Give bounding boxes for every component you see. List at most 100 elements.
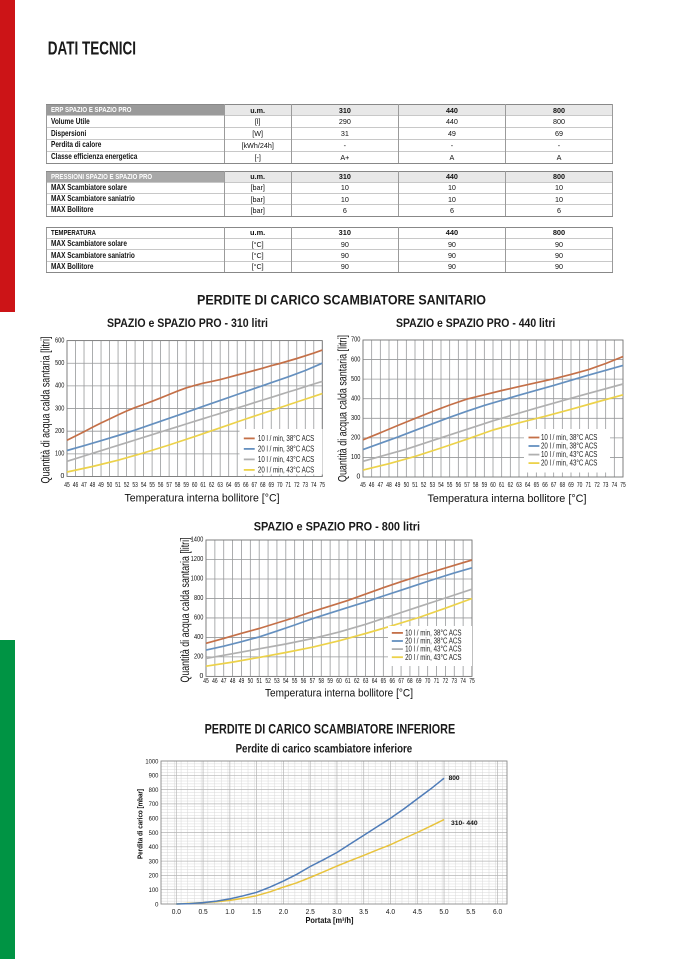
svg-text:57: 57: [310, 676, 316, 685]
svg-text:52: 52: [421, 480, 427, 489]
svg-text:73: 73: [452, 676, 458, 685]
svg-text:47: 47: [81, 480, 87, 489]
svg-text:64: 64: [226, 480, 232, 489]
svg-text:2.0: 2.0: [279, 907, 288, 916]
svg-text:67: 67: [398, 676, 404, 685]
svg-text:800: 800: [194, 595, 204, 602]
svg-text:75: 75: [469, 676, 475, 685]
svg-text:Quantità di acqua calda santar: Quantità di acqua calda santaria [litri]: [335, 335, 349, 482]
svg-text:3.0: 3.0: [332, 907, 341, 916]
svg-text:73: 73: [303, 480, 309, 489]
svg-text:52: 52: [265, 676, 271, 685]
svg-text:20 l / min, 38°C ACS: 20 l / min, 38°C ACS: [541, 442, 597, 451]
svg-text:10 l / min, 43°C ACS: 10 l / min, 43°C ACS: [405, 645, 461, 654]
svg-text:67: 67: [551, 480, 557, 489]
svg-text:4.5: 4.5: [413, 907, 422, 916]
svg-text:52: 52: [124, 480, 130, 489]
svg-text:47: 47: [378, 480, 384, 489]
svg-text:200: 200: [194, 654, 204, 661]
svg-text:48: 48: [230, 676, 236, 685]
svg-text:200: 200: [149, 873, 159, 880]
svg-text:1200: 1200: [191, 556, 204, 563]
svg-text:63: 63: [217, 480, 223, 489]
svg-text:SPAZIO e SPAZIO PRO - 310 litr: SPAZIO e SPAZIO PRO - 310 litri: [107, 316, 268, 330]
svg-text:60: 60: [336, 676, 342, 685]
svg-text:46: 46: [73, 480, 79, 489]
svg-text:Perdita di carico [mbar]: Perdita di carico [mbar]: [136, 789, 145, 859]
svg-text:62: 62: [354, 676, 360, 685]
svg-text:58: 58: [319, 676, 325, 685]
svg-text:61: 61: [499, 480, 505, 489]
svg-text:1.0: 1.0: [225, 907, 234, 916]
svg-text:71: 71: [434, 676, 440, 685]
svg-text:48: 48: [386, 480, 392, 489]
svg-text:1000: 1000: [145, 758, 159, 765]
svg-text:500: 500: [55, 360, 65, 367]
svg-text:3.5: 3.5: [359, 907, 368, 916]
svg-text:68: 68: [560, 480, 566, 489]
svg-text:400: 400: [55, 383, 65, 390]
svg-text:55: 55: [149, 480, 155, 489]
svg-text:65: 65: [234, 480, 240, 489]
svg-text:56: 56: [456, 480, 462, 489]
svg-text:73: 73: [603, 480, 609, 489]
svg-text:63: 63: [363, 676, 369, 685]
svg-text:600: 600: [351, 356, 361, 363]
svg-text:300: 300: [351, 415, 361, 422]
svg-text:69: 69: [268, 480, 274, 489]
svg-text:10 l / min, 38°C ACS: 10 l / min, 38°C ACS: [258, 434, 314, 443]
svg-text:72: 72: [294, 480, 300, 489]
svg-text:51: 51: [115, 480, 121, 489]
svg-text:70: 70: [577, 480, 583, 489]
svg-text:1400: 1400: [191, 537, 204, 544]
svg-text:4.0: 4.0: [386, 907, 395, 916]
svg-text:66: 66: [542, 480, 548, 489]
svg-text:54: 54: [141, 480, 147, 489]
svg-text:61: 61: [345, 676, 351, 685]
svg-text:45: 45: [203, 676, 209, 685]
svg-text:46: 46: [369, 480, 375, 489]
svg-text:74: 74: [311, 480, 317, 489]
svg-text:Quantità di acqua calda santar: Quantità di acqua calda santaria [litri]: [178, 538, 192, 683]
svg-text:49: 49: [239, 676, 245, 685]
svg-text:1000: 1000: [191, 576, 204, 583]
svg-text:66: 66: [389, 676, 395, 685]
svg-text:68: 68: [407, 676, 413, 685]
svg-text:PERDITE DI CARICO SCAMBIATORE: PERDITE DI CARICO SCAMBIATORE INFERIORE: [205, 722, 456, 737]
svg-text:55: 55: [447, 480, 453, 489]
svg-text:Temperatura interna bollitore: Temperatura interna bollitore [°C]: [125, 493, 280, 505]
svg-text:51: 51: [256, 676, 262, 685]
svg-text:57: 57: [166, 480, 172, 489]
svg-text:10 l / min, 43°C ACS: 10 l / min, 43°C ACS: [258, 455, 314, 464]
svg-text:100: 100: [149, 887, 159, 894]
svg-text:71: 71: [286, 480, 292, 489]
svg-text:SPAZIO e SPAZIO PRO - 800 litr: SPAZIO e SPAZIO PRO - 800 litri: [254, 520, 420, 534]
svg-text:500: 500: [149, 830, 159, 837]
svg-text:58: 58: [473, 480, 479, 489]
svg-text:5.0: 5.0: [439, 907, 448, 916]
svg-text:53: 53: [132, 480, 138, 489]
svg-text:20 l / min, 43°C ACS: 20 l / min, 43°C ACS: [541, 459, 597, 468]
svg-text:45: 45: [360, 480, 366, 489]
svg-text:56: 56: [158, 480, 164, 489]
svg-text:51: 51: [412, 480, 418, 489]
svg-text:68: 68: [260, 480, 266, 489]
svg-text:50: 50: [248, 676, 254, 685]
svg-text:6.0: 6.0: [493, 907, 502, 916]
svg-text:300: 300: [149, 858, 159, 865]
svg-text:800: 800: [149, 787, 159, 794]
svg-text:0.0: 0.0: [172, 907, 181, 916]
svg-text:310- 440: 310- 440: [451, 820, 478, 827]
svg-text:70: 70: [425, 676, 431, 685]
svg-text:57: 57: [464, 480, 470, 489]
svg-text:45: 45: [64, 480, 70, 489]
svg-text:47: 47: [221, 676, 227, 685]
svg-text:70: 70: [277, 480, 283, 489]
svg-text:59: 59: [482, 480, 488, 489]
svg-text:700: 700: [149, 801, 159, 808]
svg-text:60: 60: [192, 480, 198, 489]
svg-text:10 l / min, 43°C ACS: 10 l / min, 43°C ACS: [541, 450, 597, 459]
svg-text:63: 63: [516, 480, 522, 489]
svg-text:69: 69: [416, 676, 422, 685]
svg-text:SPAZIO e SPAZIO PRO - 440 litr: SPAZIO e SPAZIO PRO - 440 litri: [396, 316, 555, 330]
